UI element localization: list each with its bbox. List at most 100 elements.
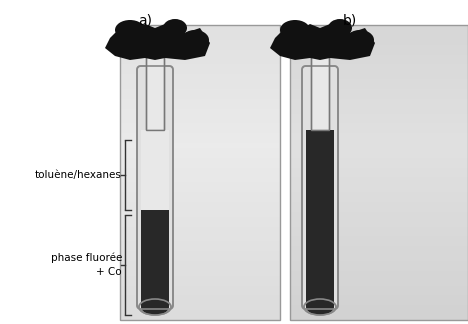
Bar	[290, 207, 468, 212]
Bar	[290, 89, 468, 94]
Bar	[120, 35, 280, 40]
Bar	[290, 178, 468, 183]
Bar	[120, 256, 280, 261]
Bar	[120, 197, 280, 202]
Bar	[290, 217, 468, 222]
Bar	[290, 74, 468, 80]
Bar	[120, 266, 280, 271]
Bar	[120, 40, 280, 45]
FancyBboxPatch shape	[137, 66, 173, 309]
Bar	[290, 40, 468, 45]
Bar	[290, 300, 468, 306]
FancyBboxPatch shape	[306, 130, 334, 307]
Bar	[290, 182, 468, 188]
Bar	[290, 163, 468, 168]
Bar	[120, 84, 280, 89]
Bar	[290, 128, 468, 134]
Bar	[120, 281, 280, 286]
Bar	[290, 295, 468, 301]
Bar	[290, 305, 468, 311]
Bar	[290, 30, 468, 35]
Text: phase fluorée
+ Co: phase fluorée + Co	[51, 253, 122, 277]
Bar	[120, 89, 280, 94]
Bar	[120, 295, 280, 301]
Bar	[120, 25, 280, 30]
Bar	[120, 99, 280, 104]
Bar	[290, 109, 468, 114]
Bar	[290, 148, 468, 153]
Bar	[120, 217, 280, 222]
Bar	[290, 241, 468, 247]
Bar	[120, 187, 280, 193]
Bar	[120, 192, 280, 198]
FancyBboxPatch shape	[311, 56, 329, 130]
FancyBboxPatch shape	[141, 210, 169, 307]
Bar	[120, 300, 280, 306]
Ellipse shape	[280, 20, 310, 40]
Bar	[290, 133, 468, 139]
FancyBboxPatch shape	[302, 66, 338, 309]
Bar	[290, 118, 468, 124]
Bar	[120, 310, 280, 316]
Bar	[120, 251, 280, 257]
Bar	[290, 54, 468, 60]
Bar	[290, 25, 468, 30]
Bar	[120, 64, 280, 70]
Bar	[120, 113, 280, 119]
Bar	[120, 50, 280, 55]
Bar	[120, 69, 280, 75]
Bar	[120, 212, 280, 217]
Bar	[290, 79, 468, 85]
Bar	[120, 246, 280, 252]
Bar	[290, 35, 468, 40]
Bar	[120, 222, 280, 227]
Bar	[120, 172, 280, 178]
Bar	[290, 45, 468, 50]
Bar	[120, 153, 280, 158]
Ellipse shape	[115, 20, 145, 40]
Bar	[120, 128, 280, 134]
Bar	[120, 241, 280, 247]
Bar	[290, 94, 468, 99]
Bar	[120, 74, 280, 80]
Bar	[290, 168, 468, 173]
Bar	[290, 315, 468, 320]
Bar	[290, 99, 468, 104]
Bar	[290, 123, 468, 129]
Bar	[290, 172, 468, 178]
Bar	[120, 261, 280, 266]
Bar	[120, 226, 280, 232]
Polygon shape	[105, 24, 210, 60]
Bar	[120, 315, 280, 320]
Bar	[290, 256, 468, 261]
Bar	[120, 94, 280, 99]
Ellipse shape	[181, 30, 209, 50]
Bar	[290, 276, 468, 281]
Bar	[120, 104, 280, 109]
Bar	[290, 197, 468, 202]
Bar	[290, 251, 468, 257]
Bar	[290, 212, 468, 217]
Ellipse shape	[163, 19, 187, 37]
Ellipse shape	[328, 19, 352, 37]
Bar	[120, 202, 280, 207]
Bar	[290, 226, 468, 232]
Bar	[120, 133, 280, 139]
Bar	[120, 143, 280, 148]
Bar	[120, 178, 280, 183]
Bar	[120, 79, 280, 85]
Bar	[290, 291, 468, 296]
Bar	[290, 266, 468, 271]
Bar	[290, 25, 468, 320]
Bar	[120, 59, 280, 65]
Bar	[120, 276, 280, 281]
Bar	[290, 310, 468, 316]
Ellipse shape	[306, 299, 334, 315]
Bar	[290, 237, 468, 242]
Bar	[290, 59, 468, 65]
Polygon shape	[270, 24, 375, 60]
Bar	[290, 271, 468, 276]
Text: b): b)	[343, 14, 357, 28]
Bar	[120, 168, 280, 173]
Bar	[120, 237, 280, 242]
